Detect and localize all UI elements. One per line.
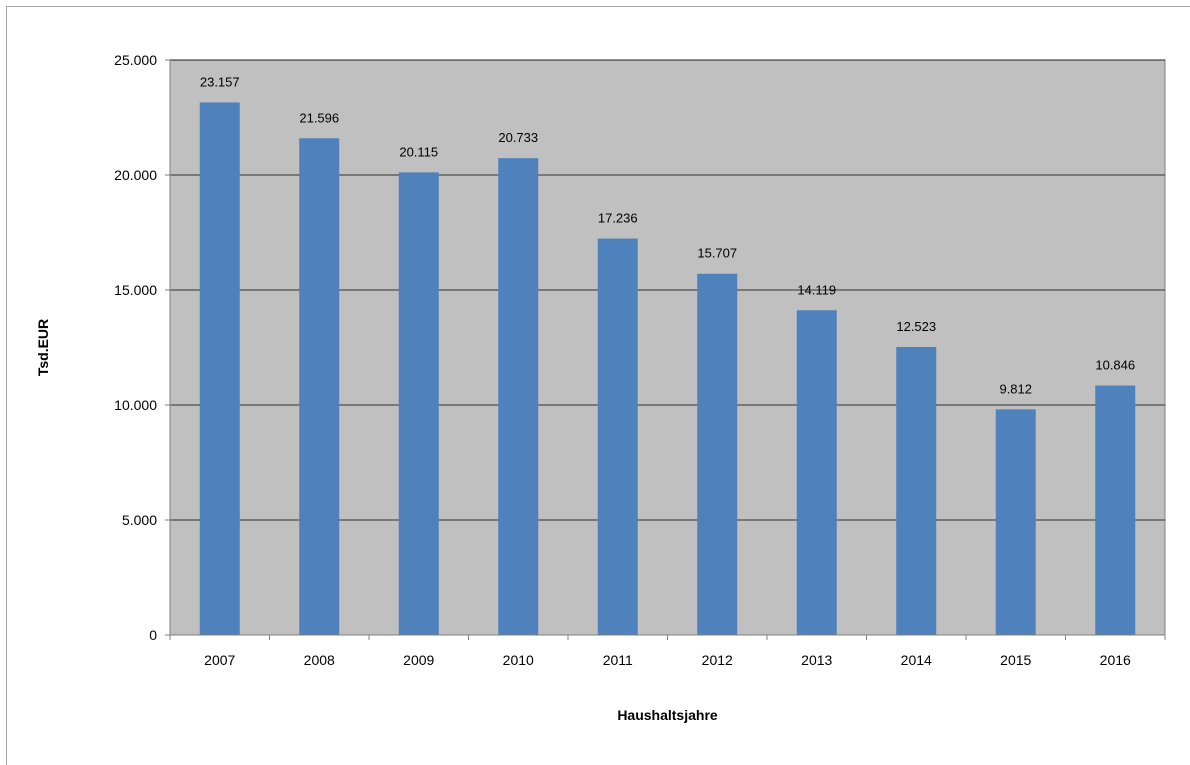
- bar-2015: [995, 409, 1036, 635]
- bar-2010: [498, 158, 539, 636]
- bar-2007: [199, 102, 240, 636]
- bar-2016: [1095, 385, 1136, 635]
- x-tick-labels: 2007 2008 2009 2010 2011 2012 2013 2014 2015 2016: [204, 652, 1131, 668]
- data-label-2009: 20.115: [399, 144, 438, 159]
- y-tick-label: 10.000: [114, 397, 157, 413]
- bar-2009: [398, 172, 439, 636]
- x-tick-label-2016: 2016: [1100, 652, 1131, 668]
- data-label-2010: 20.733: [498, 130, 538, 145]
- y-axis-title: Tsd.EUR: [35, 319, 51, 376]
- x-tick-label-2011: 2011: [603, 652, 633, 668]
- data-label-2016: 10.846: [1095, 358, 1135, 373]
- y-tick-label: 25.000: [114, 52, 157, 68]
- y-tick-label: 20.000: [114, 167, 157, 183]
- bar-2008: [299, 138, 340, 636]
- data-label-2011: 17.236: [598, 211, 638, 226]
- x-tick-label-2009: 2009: [403, 652, 434, 668]
- bar-2014: [896, 346, 937, 635]
- data-label-2013: 14.119: [797, 282, 836, 297]
- y-tick-label: 5.000: [122, 512, 157, 528]
- data-labels: 23.157 21.596 20.115 20.733 17.236 15.707 14.1…: [200, 74, 1135, 396]
- bars: [199, 102, 1136, 636]
- x-tick-label-2010: 2010: [503, 652, 534, 668]
- x-tick-label-2015: 2015: [1000, 652, 1031, 668]
- axes: [165, 59, 1166, 640]
- data-label-2015: 9.812: [999, 381, 1032, 396]
- data-label-2008: 21.596: [299, 110, 339, 125]
- x-tick-label-2007: 2007: [204, 652, 235, 668]
- x-tick-label-2008: 2008: [304, 652, 335, 668]
- data-label-2012: 15.707: [697, 246, 737, 261]
- chart-frame: [6, 6, 1190, 765]
- x-tick-label-2014: 2014: [901, 652, 932, 668]
- bar-2011: [597, 238, 638, 635]
- x-tick-label-2013: 2013: [801, 652, 832, 668]
- x-axis-title: Haushaltsjahre: [617, 707, 718, 723]
- data-label-2007: 23.157: [200, 74, 240, 89]
- y-tick-label: 0: [149, 627, 157, 643]
- bar-2012: [697, 273, 738, 635]
- data-label-2014: 12.523: [896, 319, 936, 334]
- bar-2013: [796, 310, 837, 635]
- y-tick-label: 15.000: [114, 282, 157, 298]
- y-tick-labels: 0 5.000 10.000 15.000 20.000 25.000: [114, 52, 157, 643]
- x-tick-label-2012: 2012: [702, 652, 733, 668]
